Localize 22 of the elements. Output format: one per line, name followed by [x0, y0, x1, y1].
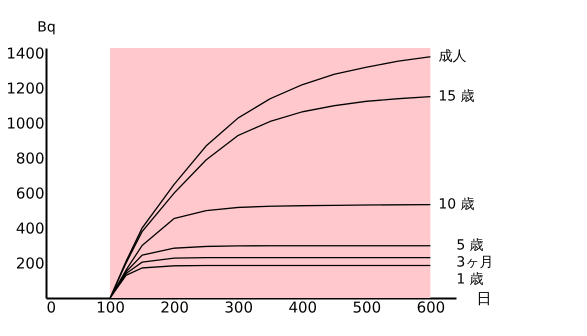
y-tick-label: 1200 [6, 80, 44, 98]
y-tick-label: 1400 [6, 44, 44, 63]
y-tick-label: 400 [16, 220, 44, 238]
x-tick-label: 200 [160, 298, 189, 316]
series-label: 5 歳 [456, 238, 484, 254]
y-tick-label: 200 [16, 254, 44, 273]
y-axis-title: Bq [37, 20, 56, 36]
x-tick-label: 500 [352, 298, 382, 316]
x-tick-label: 600 [416, 298, 446, 316]
x-axis-title: 日 [476, 290, 492, 308]
y-tick-label: 800 [16, 150, 44, 168]
y-tick-label: 1000 [6, 114, 44, 133]
x-tick-label: 0 [46, 298, 56, 316]
series-label: 1 歳 [456, 272, 484, 288]
x-tick-label: 100 [96, 298, 125, 316]
series-label: 10 歳 [438, 196, 475, 213]
x-tick-label: 300 [224, 298, 254, 316]
series-label: 15 歳 [438, 88, 475, 105]
y-tick-label: 600 [16, 184, 44, 203]
x-tick-label: 400 [288, 298, 318, 316]
series-label: 成人 [438, 48, 466, 65]
series-label: 3ヶ月 [456, 254, 494, 271]
